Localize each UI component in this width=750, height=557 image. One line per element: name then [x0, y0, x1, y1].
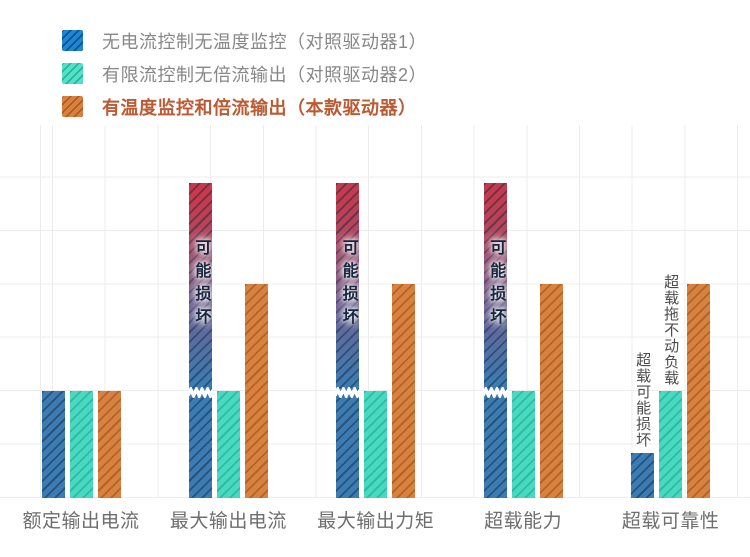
overload-annotation: 超载可能损坏	[623, 352, 662, 448]
damage-annotation: 可能损坏	[336, 239, 359, 331]
bar-driver2-超载可靠性	[659, 391, 683, 498]
bar-driver3-最大输出力矩	[392, 284, 416, 498]
bar-driver1-超载能力	[482, 183, 508, 498]
bar-driver1-超载可靠性	[631, 453, 655, 498]
legend-label-driver2: 有限流控制无倍流输出（对照驱动器2）	[102, 64, 428, 85]
bar-driver1-额定输出电流	[41, 391, 65, 498]
x-axis-label: 超载可靠性	[621, 511, 720, 532]
bar-driver3-额定输出电流	[97, 391, 121, 498]
annotation-text: 可能损坏	[339, 239, 357, 331]
legend-item-driver1: 无电流控制无温度监控（对照驱动器1）	[62, 30, 428, 52]
x-axis: 额定输出电流 最大输出电流 最大输出力矩 超载能力 超载可靠性	[0, 506, 750, 536]
plot-area: 可能损坏 可能损坏 可能损坏超载可能损坏 超载拖不动负载	[0, 125, 750, 498]
x-axis-label: 最大输出力矩	[317, 511, 435, 532]
annotation-text: 可能损坏	[192, 239, 210, 331]
legend-item-this-driver: 有温度监控和倍流输出（本款驱动器）	[62, 96, 427, 118]
legend-label-this-driver: 有温度监控和倍流输出（本款驱动器）	[102, 97, 417, 118]
bar-driver3-最大输出电流	[244, 284, 268, 498]
legend: 无电流控制无温度监控（对照驱动器1） 有限流控制无倍流输出（对照驱动器2） 有温…	[62, 30, 427, 129]
bar-driver2-额定输出电流	[69, 391, 93, 498]
annotation-text: 超载可能损坏	[634, 352, 652, 448]
bar-break-icon	[335, 387, 361, 398]
legend-swatch-this-driver-icon	[62, 96, 83, 117]
legend-swatch-driver2-icon	[62, 63, 83, 84]
legend-swatch-driver1-icon	[62, 30, 83, 51]
x-axis-label: 最大输出电流	[169, 511, 287, 532]
bar-driver2-最大输出力矩	[364, 391, 388, 498]
annotation-text: 可能损坏	[487, 239, 505, 331]
bar-driver1-最大输出电流	[187, 183, 213, 498]
bar-driver3-超载可靠性	[687, 284, 711, 498]
annotation-text: 超载拖不动负载	[662, 274, 680, 386]
damage-annotation: 可能损坏	[189, 239, 212, 331]
overload-annotation: 超载拖不动负载	[651, 274, 690, 386]
bar-break-icon	[482, 387, 508, 398]
bar-driver2-超载能力	[511, 391, 535, 498]
x-axis-label: 超载能力	[484, 511, 563, 532]
bar-driver2-最大输出电流	[216, 391, 240, 498]
legend-label-driver1: 无电流控制无温度监控（对照驱动器1）	[102, 31, 428, 52]
bar-driver1-最大输出力矩	[335, 183, 361, 498]
bar-driver3-超载能力	[539, 284, 563, 498]
bar-break-icon	[187, 387, 213, 398]
x-axis-label: 额定输出电流	[22, 511, 140, 532]
damage-annotation: 可能损坏	[484, 239, 507, 331]
legend-item-driver2: 有限流控制无倍流输出（对照驱动器2）	[62, 63, 428, 85]
